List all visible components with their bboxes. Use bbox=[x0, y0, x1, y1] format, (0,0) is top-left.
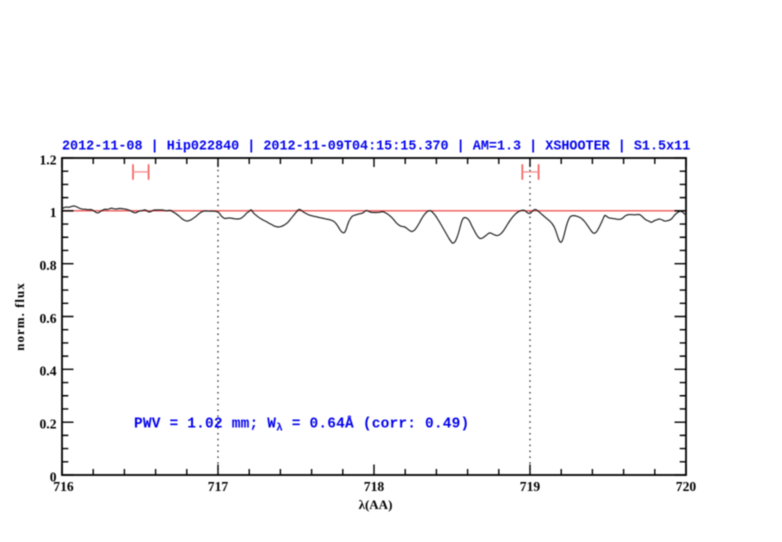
svg-text:719: 719 bbox=[520, 479, 541, 494]
svg-text:2012-11-08 | Hip022840 | 2012-: 2012-11-08 | Hip022840 | 2012-11-09T04:1… bbox=[62, 139, 690, 154]
svg-text:716: 716 bbox=[53, 479, 74, 494]
svg-text:norm. flux: norm. flux bbox=[12, 282, 27, 351]
svg-text:720: 720 bbox=[676, 479, 697, 494]
svg-text:1.2: 1.2 bbox=[40, 152, 57, 167]
svg-text:1: 1 bbox=[50, 205, 57, 220]
svg-text:0.8: 0.8 bbox=[40, 258, 57, 273]
svg-text:0: 0 bbox=[50, 469, 57, 484]
svg-text:0.2: 0.2 bbox=[40, 417, 57, 432]
svg-text:0.4: 0.4 bbox=[40, 364, 57, 379]
svg-text:717: 717 bbox=[208, 479, 229, 494]
svg-text:λ(AA): λ(AA) bbox=[359, 497, 393, 512]
svg-text:0.6: 0.6 bbox=[40, 311, 57, 326]
svg-text:718: 718 bbox=[364, 479, 385, 494]
svg-text:PWV = 1.02 mm; Wλ = 0.64Å (cor: PWV = 1.02 mm; Wλ = 0.64Å (corr: 0.49) bbox=[134, 415, 469, 434]
